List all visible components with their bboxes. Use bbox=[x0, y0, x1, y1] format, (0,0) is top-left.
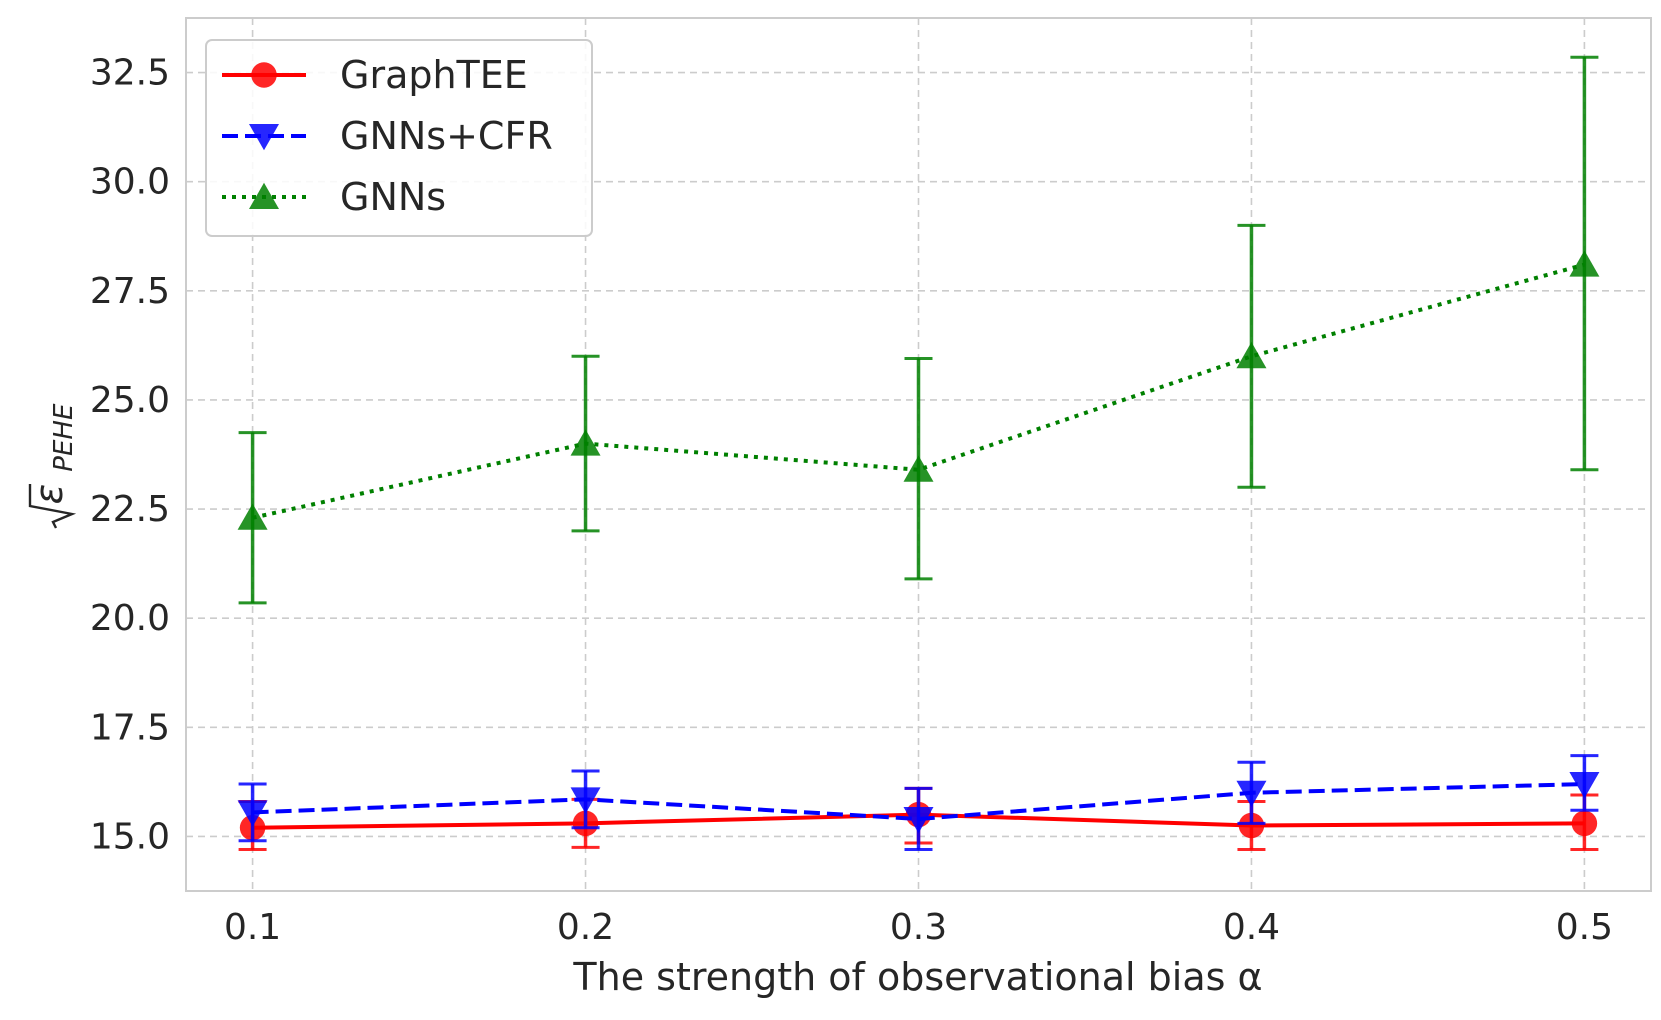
svg-text:ε PEHE: ε PEHE bbox=[27, 403, 79, 504]
data-point-gnns-cfr bbox=[237, 800, 268, 827]
legend-box bbox=[205, 39, 593, 237]
x-tick-label: 0.5 bbox=[1556, 907, 1613, 948]
data-point-graphtee bbox=[1238, 812, 1265, 839]
series-gnns bbox=[237, 55, 1600, 605]
y-axis-label-main: ε bbox=[27, 484, 71, 505]
data-point-gnns-cfr bbox=[1569, 772, 1600, 799]
y-tick-label: 32.5 bbox=[90, 53, 170, 94]
x-axis-label: The strength of observational bias α bbox=[572, 955, 1262, 999]
data-point-gnns-cfr bbox=[570, 787, 601, 814]
legend-marker-graphtee bbox=[251, 62, 277, 88]
data-point-gnns bbox=[237, 503, 268, 530]
data-point-gnns bbox=[570, 429, 601, 456]
y-axis-label: ε PEHE bbox=[27, 403, 79, 529]
y-tick-label: 25.0 bbox=[90, 380, 170, 421]
y-tick-label: 27.5 bbox=[90, 271, 170, 312]
y-tick-label: 15.0 bbox=[90, 816, 170, 857]
legend: GraphTEE GNNs+CFR GNNs bbox=[205, 39, 593, 237]
y-tick-label: 20.0 bbox=[90, 598, 170, 639]
series-line-gnns bbox=[252, 262, 1585, 520]
legend-label-gnns: GNNs bbox=[340, 175, 446, 219]
x-tick-label: 0.4 bbox=[1223, 907, 1280, 948]
y-axis-label-sub: PEHE bbox=[49, 403, 79, 472]
plot-frame bbox=[185, 17, 1652, 892]
series-layer bbox=[237, 55, 1600, 852]
x-tick-label: 0.3 bbox=[890, 907, 947, 948]
data-point-gnns-cfr bbox=[1236, 780, 1267, 808]
y-tick-label: 30.0 bbox=[90, 162, 170, 203]
legend-marker-gnns bbox=[249, 182, 279, 209]
data-point-graphtee bbox=[1571, 810, 1598, 837]
sqrt-symbol-icon bbox=[28, 484, 77, 529]
legend-label-graphtee: GraphTEE bbox=[340, 53, 528, 97]
x-tick-label: 0.2 bbox=[557, 907, 614, 948]
y-tick-label: 17.5 bbox=[90, 707, 170, 748]
data-point-gnns bbox=[1236, 342, 1267, 369]
data-point-gnns-cfr bbox=[903, 806, 934, 834]
y-tick-label: 22.5 bbox=[90, 489, 170, 530]
series-line-gnns-cfr bbox=[252, 782, 1585, 821]
legend-marker-gnns-cfr bbox=[249, 124, 279, 151]
x-tick-label: 0.1 bbox=[224, 907, 281, 948]
data-point-gnns bbox=[903, 455, 934, 482]
data-point-gnns bbox=[1569, 250, 1600, 277]
series-gnns-cfr bbox=[237, 754, 1600, 852]
legend-label-gnns-cfr: GNNs+CFR bbox=[340, 114, 553, 158]
ticks: 0.1 0.2 0.3 0.4 0.5 15.0 17.5 20.0 22.5 25.0 27.5 3… bbox=[90, 53, 1613, 948]
